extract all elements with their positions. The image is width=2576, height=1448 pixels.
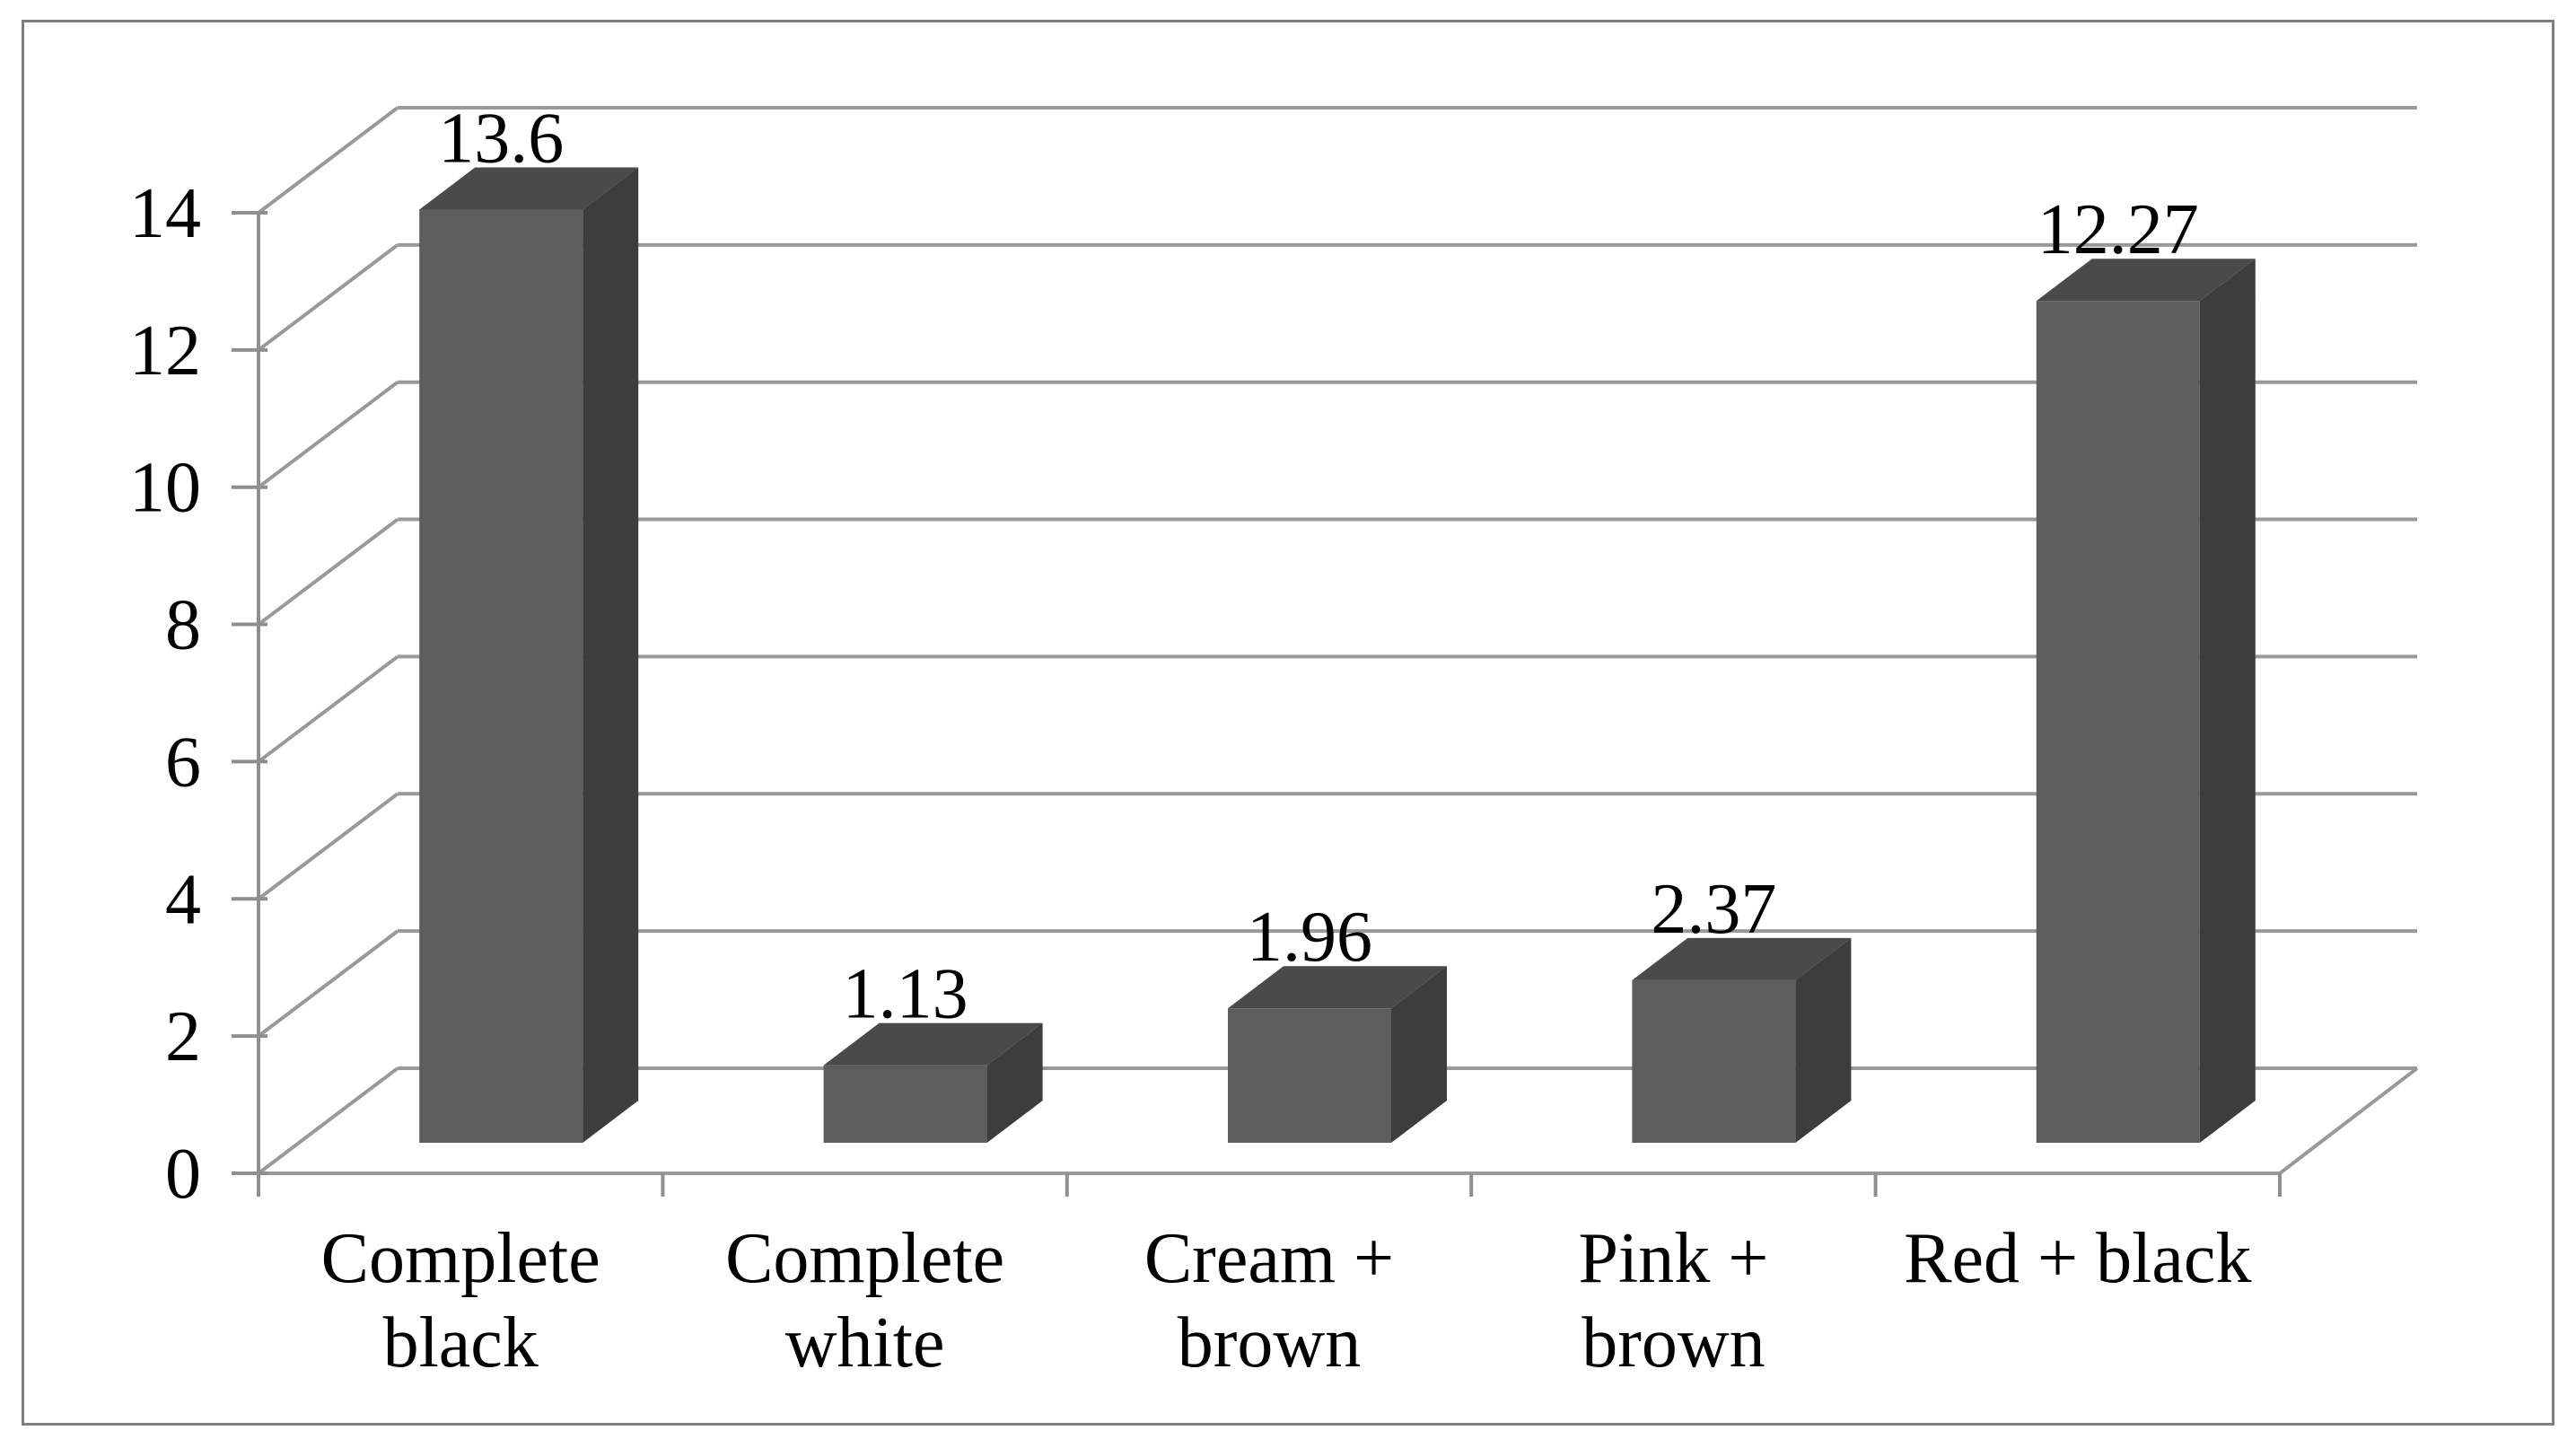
category-label: white: [785, 1303, 945, 1382]
bar-front-face: [1632, 979, 1796, 1143]
bar-front-face: [419, 209, 583, 1143]
y-axis-tick-label: 4: [165, 860, 201, 939]
bar-top-face: [823, 1022, 1043, 1066]
gridline-wall-diagonal: [257, 517, 399, 627]
y-axis-tick-label: 6: [165, 723, 201, 802]
gridline-wall-diagonal: [257, 106, 399, 215]
bar-side-face: [1391, 966, 1447, 1143]
bar-side-face: [2199, 259, 2256, 1144]
y-axis-tick-label: 12: [129, 312, 201, 391]
category-label: Complete: [321, 1219, 600, 1298]
bar-front-face: [1228, 1008, 1391, 1143]
y-axis-tick-label: 2: [165, 997, 201, 1076]
category-label: Pink +: [1578, 1219, 1768, 1298]
bar-side-face: [583, 167, 639, 1143]
category-label: Complete: [725, 1219, 1004, 1298]
bar-data-label: 2.37: [1651, 870, 1776, 949]
bar-data-label: 1.13: [843, 955, 968, 1034]
bar-top-face: [1632, 937, 1852, 980]
y-axis-tick-label: 10: [129, 449, 201, 528]
gridline-wall-diagonal: [257, 381, 399, 489]
gridline-wall-diagonal: [257, 929, 399, 1038]
floor-right-edge: [2278, 1066, 2419, 1175]
bar-side-face: [1795, 937, 1852, 1143]
y-axis-tick-label: 8: [165, 586, 201, 665]
y-axis-tick-label: 14: [129, 174, 201, 253]
category-label: black: [383, 1303, 539, 1382]
category-label: Cream +: [1144, 1219, 1394, 1298]
bar-front-face: [823, 1065, 987, 1143]
bar-top-face: [1228, 966, 1447, 1009]
bar-top-face: [419, 167, 639, 210]
category-label: brown: [1178, 1303, 1361, 1382]
y-axis-tick-label: 0: [165, 1135, 201, 1214]
gridline-wall-diagonal: [257, 243, 399, 352]
bar-data-label: 12.27: [2037, 190, 2199, 269]
gridline-wall-diagonal: [257, 792, 399, 900]
category-label: brown: [1582, 1303, 1765, 1382]
category-label: Red + black: [1904, 1219, 2251, 1298]
bar-data-label: 1.96: [1247, 898, 1372, 977]
bar-side-face: [986, 1022, 1043, 1143]
gridline-wall-diagonal: [257, 654, 399, 764]
bar-top-face: [2036, 259, 2256, 302]
gridline-wall-diagonal: [257, 1066, 399, 1175]
bar-front-face: [2036, 301, 2200, 1144]
bar-data-label: 13.6: [438, 100, 564, 179]
